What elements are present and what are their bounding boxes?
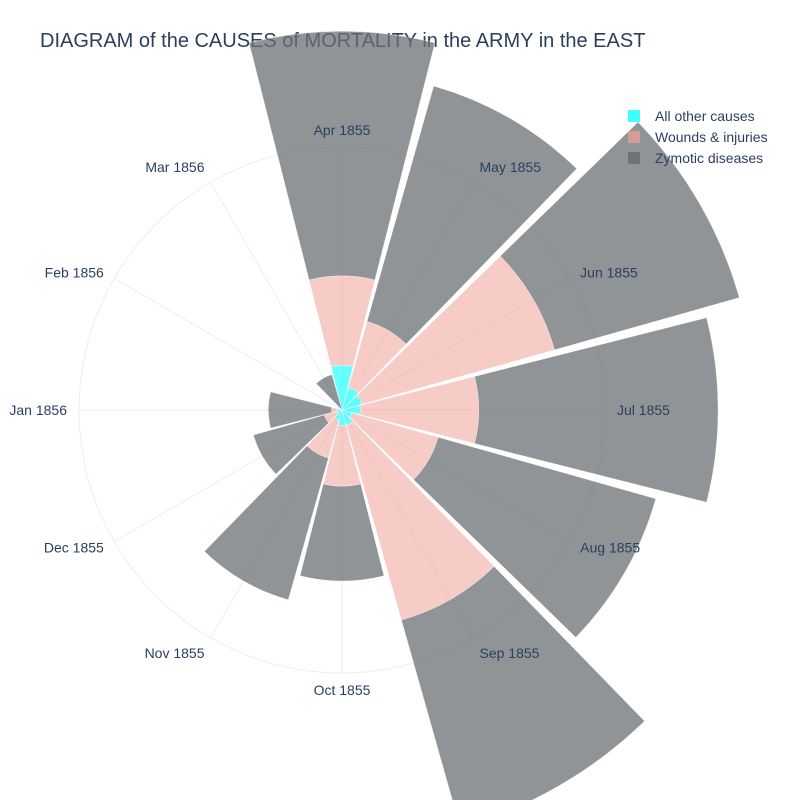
bar-zymotic-diseases-oct-1855[interactable]: [299, 483, 385, 582]
legend-label: All other causes: [655, 107, 755, 124]
angular-tick-label: May 1855: [480, 159, 542, 175]
bar-zymotic-diseases-aug-1855[interactable]: [413, 436, 657, 638]
bar-zymotic-diseases-jan-1856[interactable]: [268, 391, 333, 429]
angular-tick-label: Sep 1855: [480, 645, 540, 661]
legend: All other causes Wounds & injuries Zymot…: [628, 105, 768, 168]
bar-zymotic-diseases-jul-1855[interactable]: [474, 317, 719, 503]
legend-label: Zymotic diseases: [655, 149, 764, 166]
polar-bars: [204, 31, 740, 800]
angular-tick-labels: Apr 1855 May 1855 Jun 1855 Jul 1855 Aug 1855…: [9, 122, 670, 698]
legend-item-all-other-causes[interactable]: All other causes: [628, 105, 768, 126]
bar-zymotic-diseases-apr-1855[interactable]: [248, 31, 436, 281]
angular-grid-line: [113, 278, 343, 411]
angular-tick-label: Mar 1856: [145, 159, 204, 175]
bar-zymotic-diseases-jun-1855[interactable]: [500, 121, 740, 351]
bar-zymotic-diseases-mar-1856[interactable]: [315, 374, 343, 411]
angular-tick-label: Apr 1855: [314, 122, 371, 138]
legend-item-wounds-injuries[interactable]: Wounds & injuries: [628, 126, 768, 147]
angular-tick-label: Jan 1856: [9, 402, 67, 418]
legend-item-zymotic-diseases[interactable]: Zymotic diseases: [628, 147, 768, 168]
angular-tick-label: Nov 1855: [145, 645, 205, 661]
legend-swatch: [628, 151, 640, 164]
angular-tick-label: Aug 1855: [580, 540, 640, 556]
angular-tick-label: Jul 1855: [617, 402, 670, 418]
angular-tick-label: Oct 1855: [314, 682, 371, 698]
angular-tick-label: Jun 1855: [580, 265, 638, 281]
angular-tick-label: Dec 1855: [44, 540, 104, 556]
legend-label: Wounds & injuries: [655, 128, 768, 145]
angular-tick-label: Feb 1856: [45, 265, 104, 281]
bar-zymotic-diseases-may-1855[interactable]: [366, 85, 578, 345]
bar-zymotic-diseases-sep-1855[interactable]: [401, 566, 645, 800]
bar-zymotic-diseases-dec-1855[interactable]: [253, 414, 330, 475]
angular-grid-line: [210, 181, 343, 411]
legend-swatch: [628, 130, 640, 143]
bar-zymotic-diseases-nov-1855[interactable]: [204, 445, 329, 601]
legend-swatch: [628, 109, 640, 122]
